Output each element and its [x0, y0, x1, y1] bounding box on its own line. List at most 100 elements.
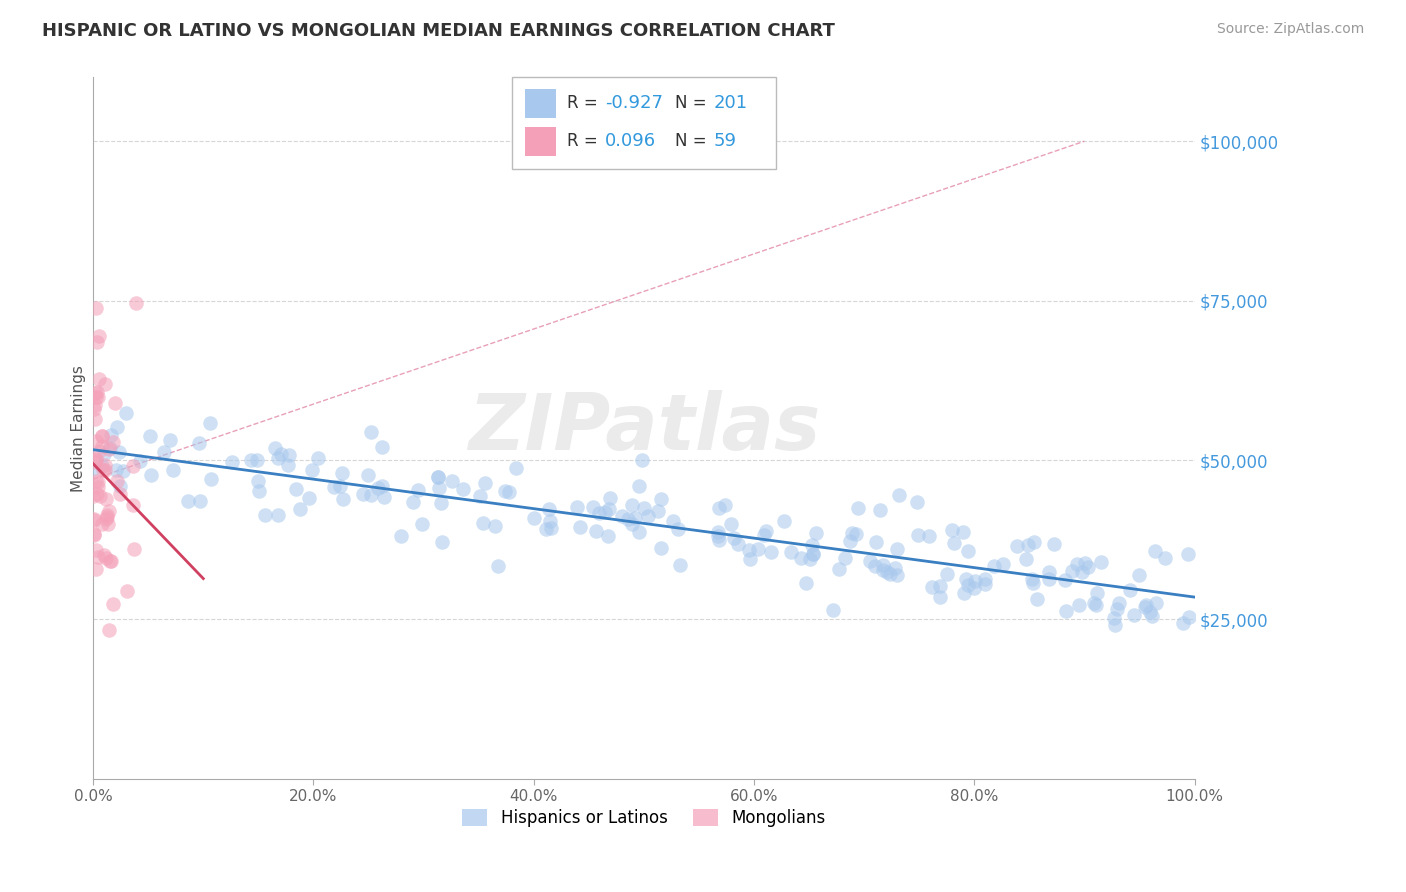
Point: [956, 544, 979, 558]
Point: [486, 558, 509, 573]
Point: [90, 429, 112, 443]
Point: [360, 425, 382, 440]
Point: [91, 458, 114, 473]
Point: [650, 491, 672, 506]
Point: [100, 554, 122, 568]
Point: [1024, 534, 1046, 549]
Point: [86, 543, 108, 558]
Point: [865, 535, 887, 549]
Point: [755, 524, 778, 539]
Point: [631, 452, 654, 467]
Point: [662, 514, 685, 528]
Point: [821, 603, 844, 617]
Text: HISPANIC OR LATINO VS MONGOLIAN MEDIAN EARNINGS CORRELATION CHART: HISPANIC OR LATINO VS MONGOLIAN MEDIAN E…: [42, 22, 835, 40]
Point: [1073, 556, 1095, 570]
Point: [84, 434, 107, 448]
Point: [863, 559, 886, 574]
Point: [498, 485, 520, 500]
Point: [308, 451, 330, 466]
Point: [105, 420, 128, 434]
Point: [371, 440, 394, 454]
Point: [371, 478, 394, 492]
Point: [84, 451, 107, 466]
Point: [839, 534, 862, 549]
Point: [637, 508, 659, 523]
Point: [96, 508, 118, 522]
Point: [301, 463, 323, 477]
Point: [97, 442, 120, 457]
Point: [108, 444, 131, 458]
Point: [96, 551, 118, 566]
Point: [1085, 598, 1108, 612]
Point: [284, 482, 307, 496]
Point: [974, 572, 997, 586]
Point: [905, 495, 928, 509]
Point: [1025, 591, 1047, 606]
Point: [538, 514, 561, 528]
Point: [505, 460, 527, 475]
Point: [200, 416, 222, 430]
Point: [86, 480, 108, 494]
Point: [1066, 557, 1088, 571]
Text: 0.096: 0.096: [606, 132, 657, 150]
Point: [598, 529, 620, 543]
Point: [943, 535, 966, 549]
Point: [352, 487, 374, 501]
Point: [91, 463, 114, 477]
Point: [87, 550, 110, 565]
Point: [86, 474, 108, 488]
Point: [621, 516, 644, 531]
Point: [83, 528, 105, 542]
Point: [200, 472, 222, 486]
Point: [82, 489, 104, 503]
Point: [270, 447, 292, 461]
Point: [104, 463, 127, 477]
Point: [87, 390, 110, 404]
Point: [1005, 539, 1028, 553]
Point: [1135, 598, 1157, 612]
Point: [83, 402, 105, 417]
Point: [298, 491, 321, 506]
Point: [772, 514, 794, 528]
Point: [1105, 601, 1128, 615]
Point: [96, 491, 118, 506]
Point: [105, 475, 128, 489]
Point: [402, 495, 425, 509]
Point: [97, 504, 120, 518]
Point: [668, 522, 690, 536]
Point: [84, 562, 107, 576]
Point: [83, 455, 105, 469]
Point: [884, 560, 907, 574]
Point: [430, 535, 453, 549]
Legend: Hispanics or Latinos, Mongolians: Hispanics or Latinos, Mongolians: [456, 802, 832, 834]
Point: [373, 490, 395, 504]
Point: [93, 376, 115, 391]
Point: [612, 509, 634, 524]
Point: [96, 510, 118, 524]
Point: [801, 547, 824, 561]
Point: [650, 541, 672, 555]
Point: [104, 396, 127, 410]
Point: [264, 441, 287, 455]
Point: [707, 501, 730, 516]
Point: [759, 544, 782, 558]
Point: [738, 542, 761, 557]
Point: [669, 558, 692, 573]
Point: [1085, 585, 1108, 599]
Point: [993, 558, 1015, 572]
Point: [1140, 609, 1163, 624]
Point: [538, 502, 561, 516]
Point: [83, 512, 105, 526]
Point: [426, 469, 449, 483]
Point: [121, 459, 143, 474]
Point: [841, 525, 863, 540]
Point: [540, 520, 562, 534]
Point: [1133, 599, 1156, 614]
Point: [754, 528, 776, 542]
Point: [254, 508, 277, 522]
Point: [794, 575, 817, 590]
Point: [1102, 610, 1125, 624]
Point: [1177, 547, 1199, 561]
Point: [569, 520, 592, 534]
Point: [799, 552, 821, 566]
